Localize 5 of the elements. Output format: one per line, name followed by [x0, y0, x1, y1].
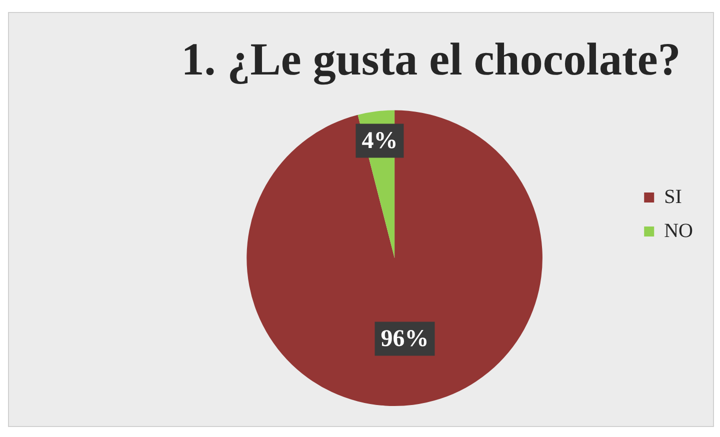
data-label: 96% — [380, 326, 429, 352]
chart-title: 1. ¿Le gusta el chocolate? — [181, 33, 681, 86]
legend-label: SI — [664, 186, 682, 208]
legend-label: NO — [664, 220, 694, 242]
data-label: 4% — [362, 128, 398, 154]
